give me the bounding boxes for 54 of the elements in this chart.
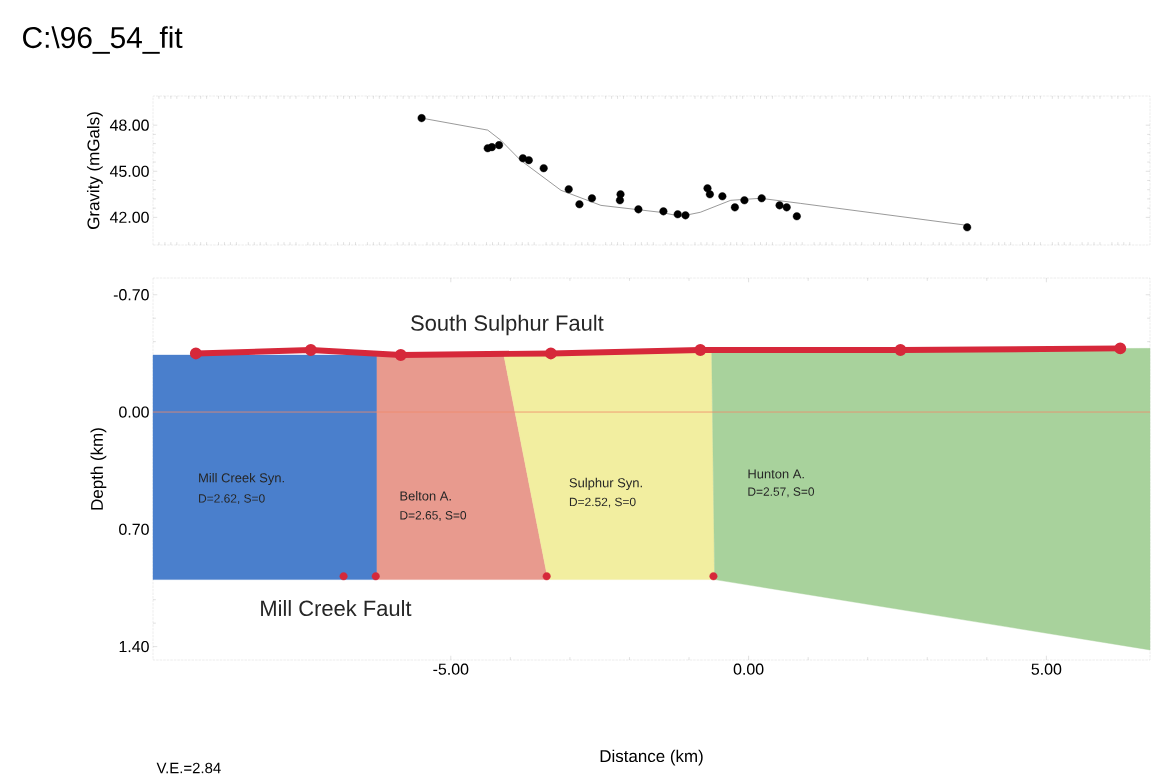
point	[616, 190, 625, 199]
point	[575, 200, 584, 209]
point	[339, 572, 348, 581]
point	[894, 344, 907, 357]
point	[775, 201, 784, 210]
y-tick-label: 1.40	[119, 640, 149, 653]
annotation: Mill Creek Fault	[261, 600, 412, 617]
x-tick-label: -5.00	[433, 663, 469, 675]
x-axis-title: Distance (km)	[600, 749, 703, 766]
text: V.E.=2.84	[156, 762, 221, 774]
annotation: South Sulphur Fault	[411, 314, 604, 336]
y-axis-title: Depth (km)	[90, 428, 107, 510]
point	[709, 572, 718, 581]
annotation: D=2.62, S=0	[199, 494, 265, 505]
point	[963, 223, 972, 232]
y-tick-label: 48.00	[109, 119, 149, 131]
point	[673, 210, 682, 219]
point	[782, 203, 791, 212]
point	[564, 185, 573, 194]
point	[544, 347, 557, 360]
point	[304, 344, 317, 357]
point	[1114, 342, 1127, 355]
point	[495, 141, 504, 150]
annotation: Hunton A.	[748, 469, 804, 479]
point	[587, 194, 596, 203]
point	[659, 207, 668, 216]
x-tick-label: 0.00	[733, 663, 764, 675]
point	[189, 347, 202, 360]
y-tick-label: 0.00	[119, 406, 149, 418]
point	[792, 212, 801, 221]
chart-title: C:\96_54_fit	[23, 26, 183, 54]
point	[718, 192, 727, 201]
annotation: D=2.57, S=0	[748, 487, 815, 498]
point	[417, 114, 426, 123]
annotation: Sulphur Syn.	[569, 477, 642, 490]
point	[694, 344, 707, 357]
point	[524, 156, 533, 165]
point	[740, 196, 749, 205]
y-tick-label: 42.00	[109, 211, 149, 223]
point	[705, 190, 714, 199]
point	[730, 203, 739, 212]
y-axis-title: Gravity (mGals)	[86, 112, 103, 229]
point	[539, 164, 548, 173]
x-tick-label: 5.00	[1031, 663, 1062, 675]
y-tick-label: 0.70	[119, 523, 149, 535]
y-tick-label: 45.00	[109, 165, 149, 177]
point	[681, 211, 690, 220]
y-tick-label: -0.70	[113, 289, 149, 301]
point	[487, 143, 496, 152]
point	[757, 194, 766, 203]
point	[703, 184, 712, 193]
annotation: D=2.52, S=0	[569, 497, 636, 508]
point	[634, 205, 643, 214]
annotation: Mill Creek Syn.	[199, 472, 284, 485]
